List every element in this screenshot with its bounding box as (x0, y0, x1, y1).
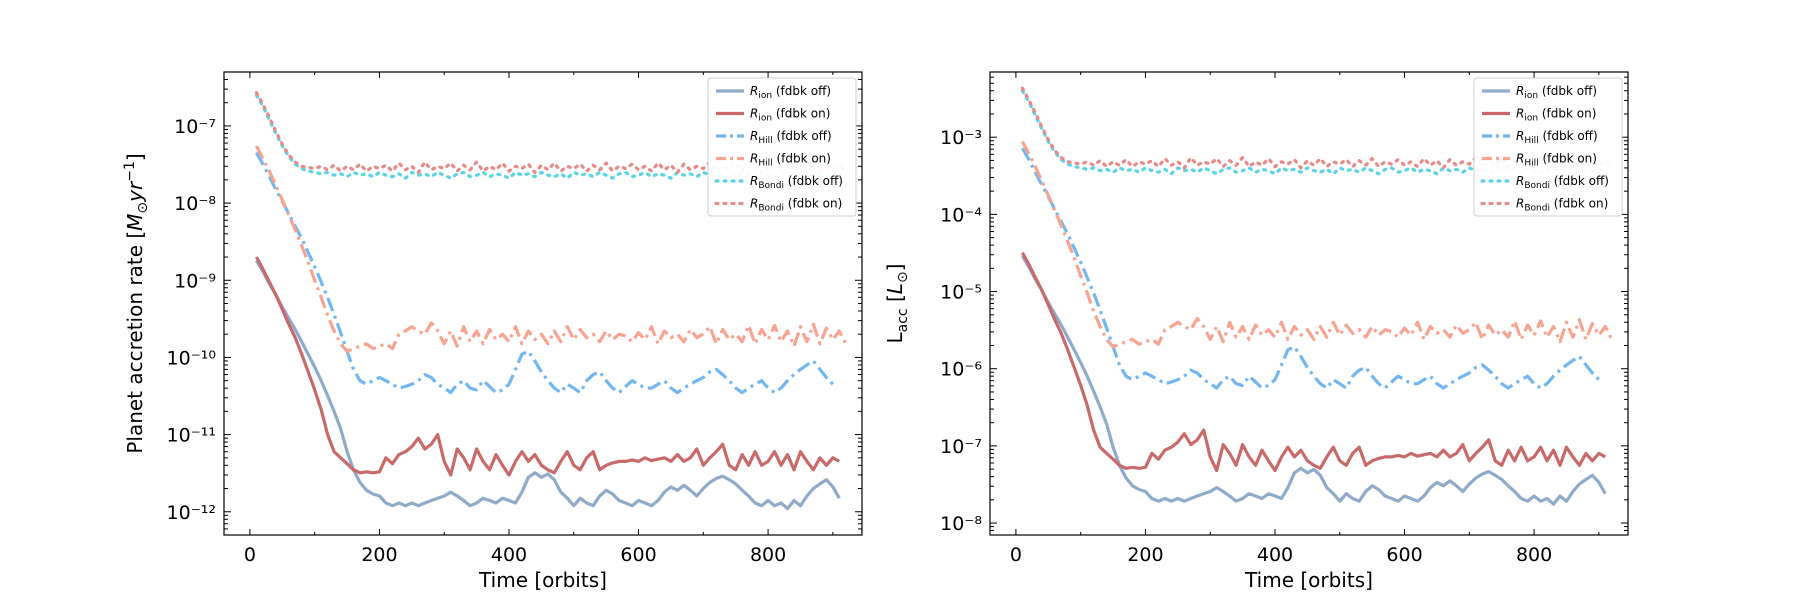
series-line-5 (1020, 89, 1607, 176)
legend-label: RHill (fdbk off) (1516, 129, 1598, 146)
luminosity-panel: 0 200 400 600 800 10⁻⁸ 10⁻⁷ 10⁻⁶ 10⁻⁵ 10⁻⁴ 10⁻³ Tim… (883, 71, 1629, 592)
x-tick-label: 600 (620, 544, 656, 566)
legend-label: RHill (fdbk on) (750, 152, 831, 169)
y-axis-label: Planet accretion rate [M⊙yr−1] (122, 153, 151, 453)
x-tick-label: 600 (1386, 544, 1422, 566)
y-tick-label: 10⁻³ (940, 127, 982, 149)
series-line-2 (1020, 251, 1607, 473)
x-axis-label: Time [orbits] (1244, 568, 1373, 592)
accretion-rate-panel: 0 200 400 600 800 10⁻¹² 10⁻¹¹ 10⁻¹⁰ 10⁻⁹ 10⁻⁸ 10⁻⁷… (122, 71, 863, 592)
legend-label: RBondi (fdbk off) (750, 174, 843, 191)
y-tick-label: 10⁻¹² (167, 502, 216, 524)
x-axis-label: Time [orbits] (478, 568, 607, 592)
y-axis-label: Lacc [L⊙] (883, 263, 911, 343)
x-tick-label: 400 (1257, 544, 1293, 566)
legend-box (1473, 77, 1623, 217)
legend-label: RHill (fdbk on) (1516, 152, 1597, 169)
y-tick-label: 10⁻⁴ (940, 204, 982, 226)
series-line-4 (254, 145, 848, 353)
y-tick-label: 10⁻⁶ (940, 359, 982, 381)
x-tick-label: 0 (1010, 544, 1022, 566)
legend-label: Rion (fdbk off) (750, 84, 831, 101)
y-tick-label: 10⁻⁹ (174, 270, 216, 292)
x-tick-label: 800 (1516, 544, 1552, 566)
series-line-2 (254, 256, 841, 477)
legend-box (707, 77, 857, 217)
y-tick-label: 10⁻¹¹ (167, 425, 216, 447)
legend-label: Rion (fdbk off) (1516, 84, 1597, 101)
legend-label: Rion (fdbk on) (1516, 107, 1596, 124)
x-tick-label: 200 (1127, 544, 1163, 566)
series-line-4 (1020, 140, 1614, 349)
x-tick-label: 0 (244, 544, 256, 566)
x-tick-label: 400 (491, 544, 527, 566)
y-tick-label: 10⁻⁵ (940, 282, 982, 304)
series-line-3 (255, 151, 835, 395)
y-tick-label: 10⁻⁸ (174, 193, 216, 215)
series-line-3 (1021, 147, 1601, 390)
legend-label: RBondi (fdbk on) (1516, 197, 1608, 214)
y-tick-label: 10⁻⁸ (940, 513, 982, 535)
y-tick-label: 10⁻⁷ (174, 116, 216, 138)
y-tick-label: 10⁻⁷ (940, 436, 982, 458)
legend-label: RBondi (fdbk on) (750, 197, 842, 214)
y-tick-label: 10⁻¹⁰ (167, 347, 216, 369)
x-tick-label: 200 (361, 544, 397, 566)
legend-label: RHill (fdbk off) (750, 129, 832, 146)
legend-label: Rion (fdbk on) (750, 107, 830, 124)
x-tick-label: 800 (750, 544, 786, 566)
legend-label: RBondi (fdbk off) (1516, 174, 1609, 191)
